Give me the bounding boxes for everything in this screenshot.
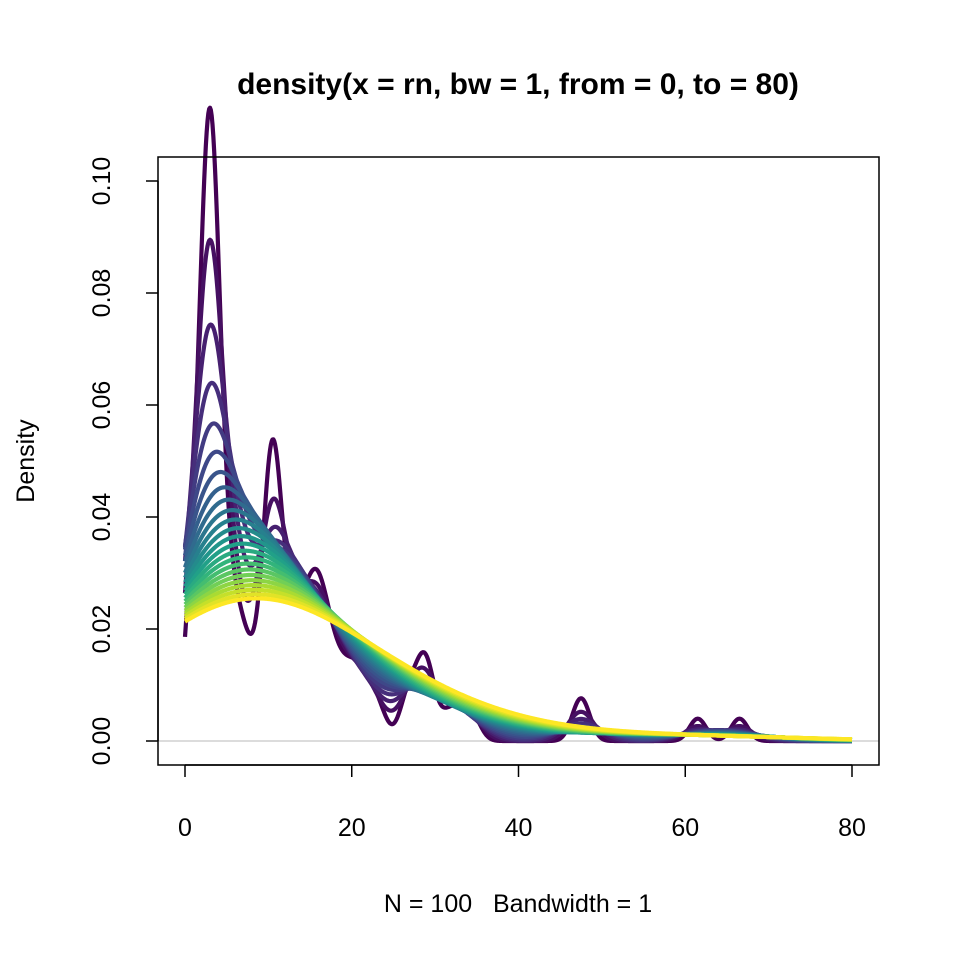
density-curve-bw-12 (183, 592, 854, 742)
y-axis: 0.00 0.02 0.04 0.06 0.08 0.10 (88, 157, 159, 766)
y-tick-label: 0.06 (88, 381, 116, 430)
y-tick-label: 0.02 (88, 605, 116, 654)
y-tick-label: 0.04 (88, 493, 116, 542)
x-tick-label: 20 (338, 814, 366, 842)
y-axis-label: Density (12, 419, 40, 503)
density-curves (182, 105, 854, 744)
x-tick-label: 60 (671, 814, 699, 842)
x-tick-label: 0 (178, 814, 192, 842)
y-tick-label: 0.00 (88, 717, 116, 766)
x-axis-label: N = 100 Bandwidth = 1 (384, 890, 652, 918)
x-tick-label: 40 (505, 814, 533, 842)
x-axis: 0 20 40 60 80 (178, 764, 866, 842)
density-curve-bw-4 (182, 469, 854, 744)
x-tick-label: 80 (838, 814, 866, 842)
density-curve-bw-12.5 (183, 596, 854, 742)
chart-title: density(x = rn, bw = 1, from = 0, to = 8… (237, 68, 799, 101)
y-tick-label: 0.10 (88, 157, 116, 206)
plot-frame (157, 156, 880, 766)
density-curve-bw-1 (182, 105, 854, 744)
y-tick-label: 0.08 (88, 269, 116, 318)
density-curve-bw-1.5 (182, 237, 854, 744)
